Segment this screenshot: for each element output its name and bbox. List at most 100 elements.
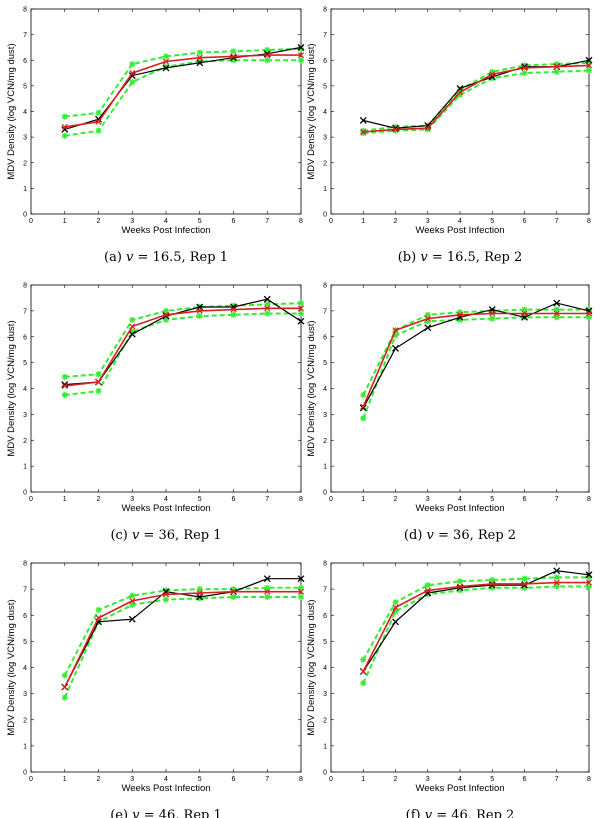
panel-caption: (e) v = 46, Rep 1: [110, 808, 222, 818]
caption-rep: Rep 1: [183, 528, 221, 543]
fit-point: [392, 126, 399, 133]
x-tick-label: 7: [265, 218, 269, 225]
band-upper-point: [553, 574, 560, 581]
x-tick-label: 3: [130, 776, 134, 783]
x-tick-label: 0: [329, 496, 333, 503]
band-upper-point: [457, 578, 463, 585]
y-tick-label: 3: [323, 691, 327, 698]
panel-5: 0 1 2 3 4 5 6 7 8 0 1 2 3 4 5 6 7 8 Weeks Post Infection MD…: [6, 561, 305, 818]
y-tick-label: 2: [323, 438, 327, 445]
x-tick-label: 1: [63, 218, 67, 225]
fit-point: [230, 53, 237, 60]
band-upper-point: [457, 86, 463, 93]
panel-caption: (d) v = 36, Rep 2: [404, 528, 516, 543]
fit-point: [553, 579, 560, 586]
x-tick-label: 7: [555, 496, 559, 503]
fit-point: [521, 64, 528, 71]
x-axis-label: Weeks Post Infection: [121, 225, 210, 236]
panel-2: 0 1 2 3 4 5 6 7 8 0 1 2 3 4 5 6 7 8 Weeks Post Infection MD…: [306, 7, 593, 265]
caption-label: (d): [404, 528, 427, 543]
observed-point: [61, 125, 69, 133]
band-upper-point: [586, 306, 592, 313]
fit-point: [553, 63, 560, 70]
panel-caption: (b) v = 16.5, Rep 2: [398, 250, 523, 265]
caption-value: = 36,: [139, 528, 183, 543]
fit-line: [362, 581, 589, 672]
x-tick-label: 8: [587, 496, 591, 503]
band-lower-point: [489, 75, 496, 82]
band-upper-point: [553, 306, 560, 313]
band-upper-point: [489, 307, 496, 314]
band-lower-point: [230, 57, 237, 64]
band-lower-point: [586, 67, 592, 74]
band-lower-point: [264, 57, 271, 64]
fit-point: [424, 125, 431, 132]
x-tick-label: 6: [523, 218, 527, 225]
observed-line: [362, 570, 590, 672]
y-tick-label: 8: [323, 283, 327, 290]
observed-point: [553, 567, 561, 575]
band-lower-point: [457, 587, 463, 594]
band-upper-point: [392, 123, 399, 130]
caption-value: = 36,: [434, 528, 478, 543]
fit-point: [129, 70, 136, 77]
band-upper-point: [586, 574, 592, 581]
fit-point: [424, 315, 431, 322]
band-upper-point: [61, 672, 68, 679]
band-lower-point: [196, 595, 203, 602]
x-tick-label: 3: [130, 218, 134, 225]
observed-point: [297, 575, 305, 583]
caption-value: = 16.5,: [133, 250, 189, 265]
band-upper-point: [424, 311, 431, 318]
fit-point: [230, 306, 237, 313]
x-tick-label: 1: [361, 218, 365, 225]
x-tick-label: 3: [426, 218, 430, 225]
band-lower-line: [64, 59, 301, 137]
band-upper-line: [363, 61, 590, 132]
y-tick-label: 7: [23, 32, 27, 39]
y-tick-label: 5: [323, 83, 327, 90]
band-upper-point: [298, 300, 304, 307]
x-tick-label: 2: [394, 496, 398, 503]
band-lower-point: [489, 584, 496, 591]
band-upper-point: [424, 582, 431, 589]
observed-point: [585, 571, 593, 579]
band-lower-point: [163, 596, 169, 603]
y-axis-label: MDV Density (log VCN/mg dust): [6, 43, 17, 179]
x-tick-label: 0: [329, 776, 333, 783]
caption-variable: v: [425, 808, 433, 818]
observed-line: [64, 46, 302, 130]
band-upper-line: [64, 302, 302, 378]
caption-rep: Rep 2: [484, 250, 522, 265]
y-tick-label: 3: [23, 412, 27, 419]
observed-point: [263, 295, 271, 303]
band-lower-point: [553, 583, 560, 590]
fit-point: [196, 307, 203, 314]
band-upper-point: [360, 656, 367, 663]
x-tick-label: 7: [265, 776, 269, 783]
observed-point: [359, 404, 367, 412]
observed-point: [392, 618, 399, 626]
fit-point: [489, 71, 496, 78]
fit-point: [585, 579, 593, 586]
band-upper-point: [264, 47, 271, 53]
y-tick-label: 7: [323, 32, 327, 39]
caption-variable: v: [420, 250, 428, 265]
observed-point: [553, 299, 561, 307]
y-tick-label: 1: [23, 464, 27, 471]
y-tick-label: 0: [323, 490, 327, 497]
y-tick-label: 4: [23, 386, 27, 393]
y-tick-label: 2: [23, 160, 27, 167]
band-upper-line: [362, 308, 589, 396]
observed-point: [128, 330, 136, 338]
caption-rep: Rep 2: [478, 528, 516, 543]
observed-point: [263, 575, 271, 583]
band-lower-point: [586, 314, 592, 321]
x-tick-label: 7: [265, 496, 269, 503]
band-upper-point: [264, 584, 271, 591]
band-upper-point: [163, 307, 169, 314]
band-lower-point: [424, 591, 431, 598]
band-upper-point: [521, 575, 528, 582]
y-tick-label: 1: [23, 743, 27, 750]
